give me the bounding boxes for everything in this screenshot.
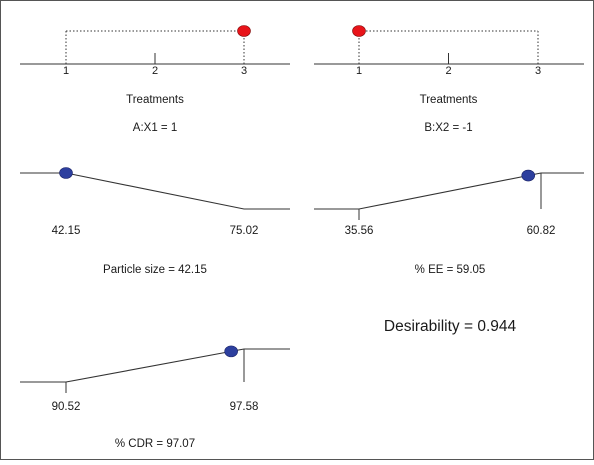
treatments-b-caption: B:X2 = -1	[424, 122, 472, 134]
cumulative-drug-release-high-label: 97.58	[230, 401, 259, 413]
entrapment-efficiency-marker	[521, 169, 536, 182]
treatments-a-marker	[237, 25, 251, 37]
treatments-a-tick-label: 3	[241, 65, 247, 77]
cumulative-drug-release-marker	[224, 345, 238, 358]
cumulative-drug-release-caption: % CDR = 97.07	[115, 438, 195, 450]
cumulative-drug-release-low-label: 90.52	[52, 401, 81, 413]
desirability-label: Desirability = 0.944	[384, 318, 517, 335]
treatments-a-tick-label: 1	[63, 65, 69, 77]
treatments-b-tick-label: 1	[356, 65, 362, 77]
entrapment-efficiency-ramp	[314, 172, 584, 210]
treatments-a-tick-label: 2	[152, 65, 158, 77]
treatments-b-tick-label: 3	[535, 65, 541, 77]
entrapment-efficiency-high-label: 60.82	[527, 225, 556, 237]
treatments-a-axis-title: Treatments	[126, 94, 184, 106]
treatments-b-tick-label: 2	[445, 65, 451, 77]
particle-size-low-label: 42.15	[52, 225, 81, 237]
treatments-b-axis-title: Treatments	[420, 94, 478, 106]
entrapment-efficiency-low-label: 35.56	[345, 225, 374, 237]
particle-size-ramp	[20, 172, 290, 210]
particle-size-marker	[59, 167, 73, 179]
cumulative-drug-release-ramp	[20, 348, 290, 383]
particle-size-caption: Particle size = 42.15	[103, 264, 207, 276]
treatments-b-marker	[352, 25, 366, 37]
panels-layer: 1 2 3 Treatments A:X1 = 1 1 2 3 Treatments B:X2 =…	[20, 25, 584, 450]
treatments-a-caption: A:X1 = 1	[133, 122, 177, 134]
entrapment-efficiency-caption: % EE = 59.05	[415, 264, 486, 276]
particle-size-high-label: 75.02	[230, 225, 259, 237]
